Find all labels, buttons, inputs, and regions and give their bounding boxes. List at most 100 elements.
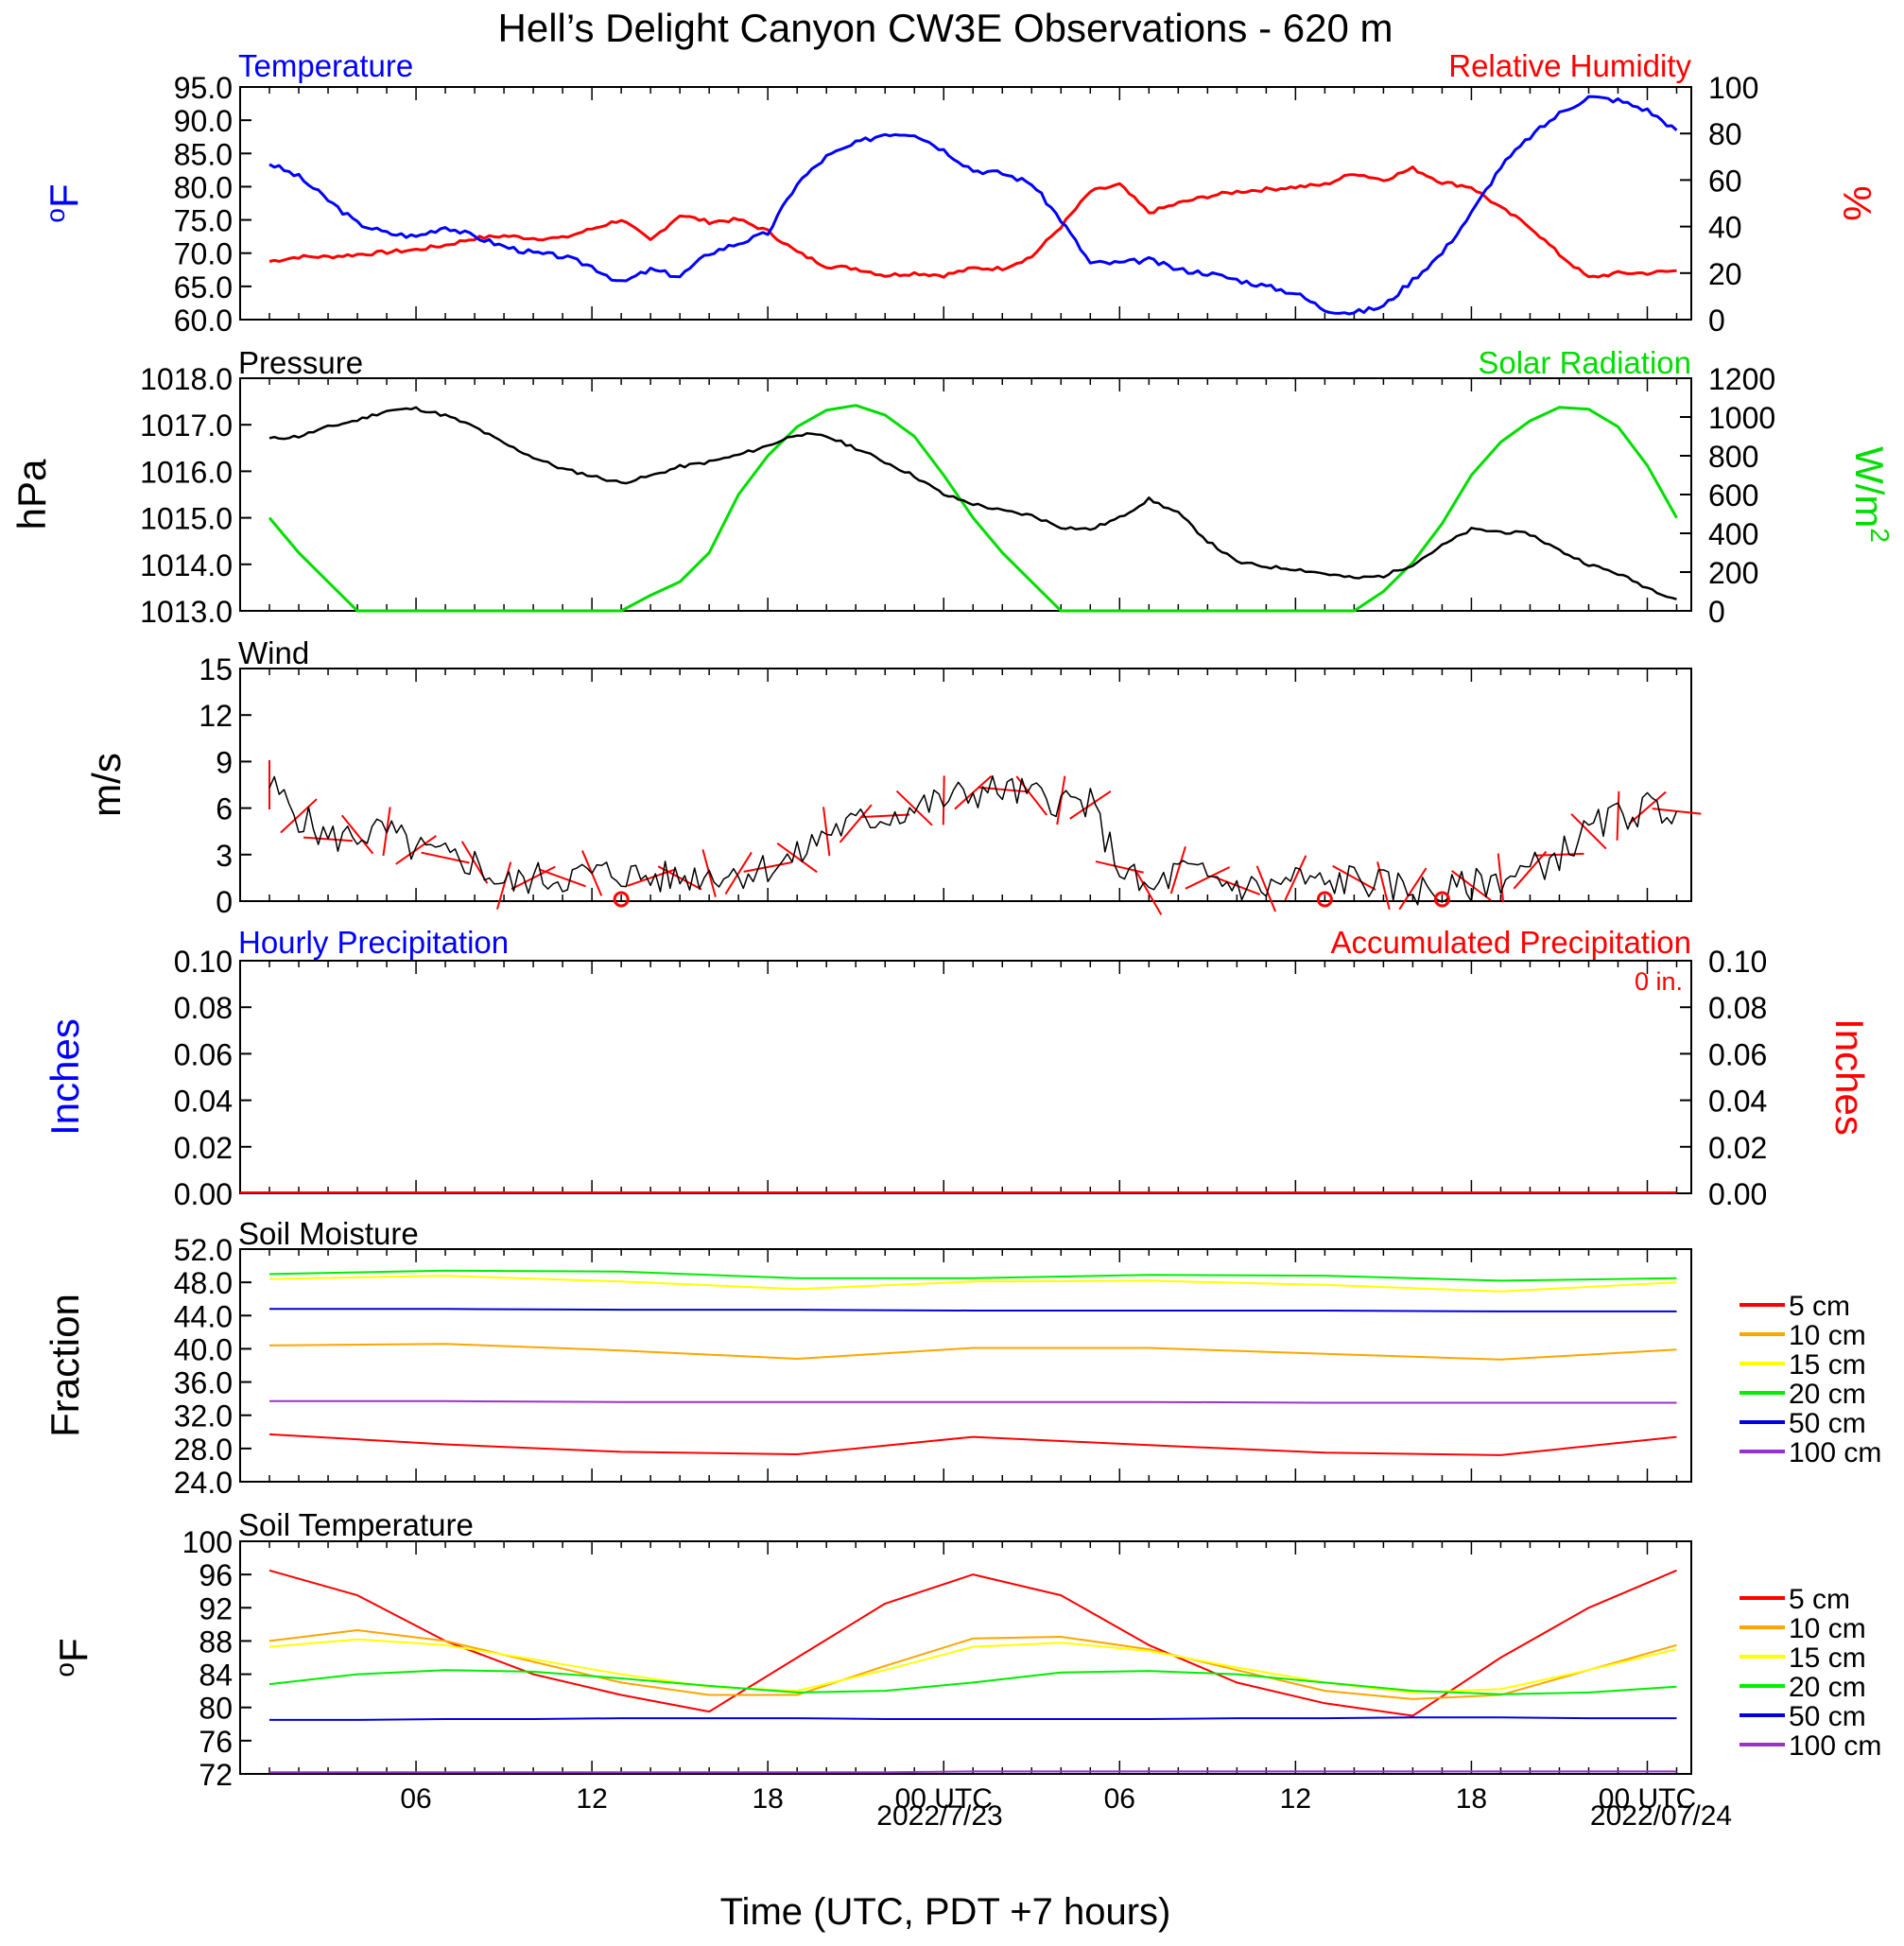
accum-precip-ytick-label-right: 0.10 [1708,945,1767,979]
wind-barb [627,868,675,887]
soil-temp-ytick-label: 100 [182,1525,233,1559]
temperature-ytick-label: 60.0 [174,304,233,338]
accum-precip-ytick-label-right: 0.06 [1708,1037,1767,1071]
temperature-panel-title: Temperature [238,48,413,83]
soil-temp-ytick-label: 80 [199,1692,233,1726]
rh-ytick-label-right: 60 [1708,164,1742,198]
chart-marks: 95.090.085.080.075.070.065.060.010080604… [140,71,1881,1815]
soil-temp-legend-label: 50 cm [1789,1701,1866,1732]
wind-speed-line [268,774,1678,906]
wind-barb [1534,852,1584,857]
hourly-precip-ytick-label: 0.06 [174,1037,233,1071]
soil-temp-legend-label: 20 cm [1789,1672,1866,1703]
date-label-0724: 2022/07/24 [1590,1800,1732,1832]
hourly-precip-ytick-label: 0.08 [174,991,233,1025]
wind-ytick-label: 6 [216,792,233,826]
rh-ytick-label-right: 20 [1708,257,1742,291]
soil-moisture-panel-title: Soil Moisture [238,1216,419,1251]
wind-barb [1069,790,1112,820]
panel-wind-frame [239,668,1692,902]
wind-barb [978,786,1028,793]
soil-moisture-legend-label: 15 cm [1789,1349,1866,1381]
wind-barb [895,790,933,826]
soil-temp-line-5cm [268,1569,1677,1717]
accum-precip-ytick-label-right: 0.04 [1708,1085,1767,1119]
time-tick-label: 18 [752,1783,783,1815]
wind-barb [1213,876,1260,895]
wind-barb [743,860,792,873]
time-tick-label: 06 [1104,1783,1135,1815]
soil-moisture-ytick-label: 24.0 [174,1466,233,1500]
wind-barb [1185,866,1231,890]
wind-ytick-label: 15 [199,652,233,686]
soil-temp-ytick-label: 92 [199,1591,233,1625]
hourly-precip-panel-title: Hourly Precipitation [238,925,509,960]
panel-pressure-frame [239,377,1692,612]
solar-ytick-label-right: 800 [1708,440,1758,474]
wind-barb [724,851,753,895]
pressure-panel-title: Pressure [238,345,363,380]
wind-barb [1056,775,1066,825]
wind-barb [776,842,818,874]
pressure-ytick-label: 1013.0 [140,595,233,629]
soil-temp-line-15cm [268,1638,1677,1694]
soil-temp-ytick-label: 72 [199,1758,233,1792]
rh-ytick-label-right: 80 [1708,117,1742,151]
pressure-ytick-label: 1017.0 [140,408,233,443]
pressure-ytick-label: 1015.0 [140,502,233,536]
soil-temp-legend-label: 5 cm [1789,1584,1850,1615]
wind-barb [701,849,717,897]
wind-barb [1376,861,1391,911]
wind-barb [1332,864,1376,891]
solar-ytick-label-right: 200 [1708,556,1758,590]
panel-temp-rh-frame [239,86,1692,321]
soil-temp-ytick-label: 76 [199,1725,233,1759]
soil-moisture-ytick-label: 36.0 [174,1366,233,1400]
calm-wind-marker [1433,891,1450,908]
wind-panel-title: Wind [238,635,309,670]
soil-temp-legend-label: 10 cm [1789,1613,1866,1644]
wind-barb [657,865,702,891]
pressure-ytick-label: 1016.0 [140,455,233,489]
soil-moisture-line-5cm [268,1433,1677,1456]
pressure-axis-label: hPa [9,459,54,530]
wind-barb [1570,813,1607,850]
hourly-precip-ytick-label: 0.02 [174,1131,233,1165]
panel-precip-frame [239,960,1692,1194]
accum-precip-panel-title: Accumulated Precipitation [1330,925,1691,960]
accum-precip-ytick-label-right: 0.00 [1708,1177,1767,1211]
wind-barb [839,804,873,843]
soil-moisture-line-50cm [269,1308,1677,1312]
wind-barb [1513,850,1548,890]
pressure-ytick-label: 1018.0 [140,362,233,396]
panel-soil-moisture-frame [239,1248,1692,1483]
solar-ytick-label-right: 1000 [1708,401,1775,435]
wind-barb [1135,871,1163,915]
pressure-line [268,406,1677,600]
wind-barb [1652,808,1702,815]
soil-moisture-ytick-label: 44.0 [174,1299,233,1333]
temperature-ytick-label: 90.0 [174,104,233,138]
rh-ytick-label-right: 0 [1708,304,1725,338]
accum-precip-ytick-label-right: 0.08 [1708,991,1767,1025]
soil-moisture-line-10cm [268,1343,1677,1361]
wind-barb [395,835,437,865]
wind-barb [1497,853,1505,903]
precip-total-annotation: 0 in. [1635,967,1683,996]
pressure-ytick-label: 1014.0 [140,548,233,582]
time-tick-label: 18 [1456,1783,1487,1815]
rh-axis-label: % [1835,185,1879,220]
wind-barb [1398,867,1428,911]
solar-ytick-label-right: 400 [1708,517,1758,551]
temperature-ytick-label: 65.0 [174,270,233,304]
hourly-precip-ytick-label: 0.00 [174,1177,233,1211]
rh-line [268,165,1677,279]
wind-ytick-label: 3 [216,839,233,873]
wind-barb [1255,865,1277,912]
wind-barb [1169,846,1186,895]
hourly-precip-axis-label: Inches [43,1018,87,1136]
time-tick-label: 12 [1280,1783,1311,1815]
soil-temp-legend-label: 100 cm [1789,1730,1881,1762]
wind-barb [539,868,586,888]
hourly-precip-ytick-label: 0.10 [174,945,233,979]
